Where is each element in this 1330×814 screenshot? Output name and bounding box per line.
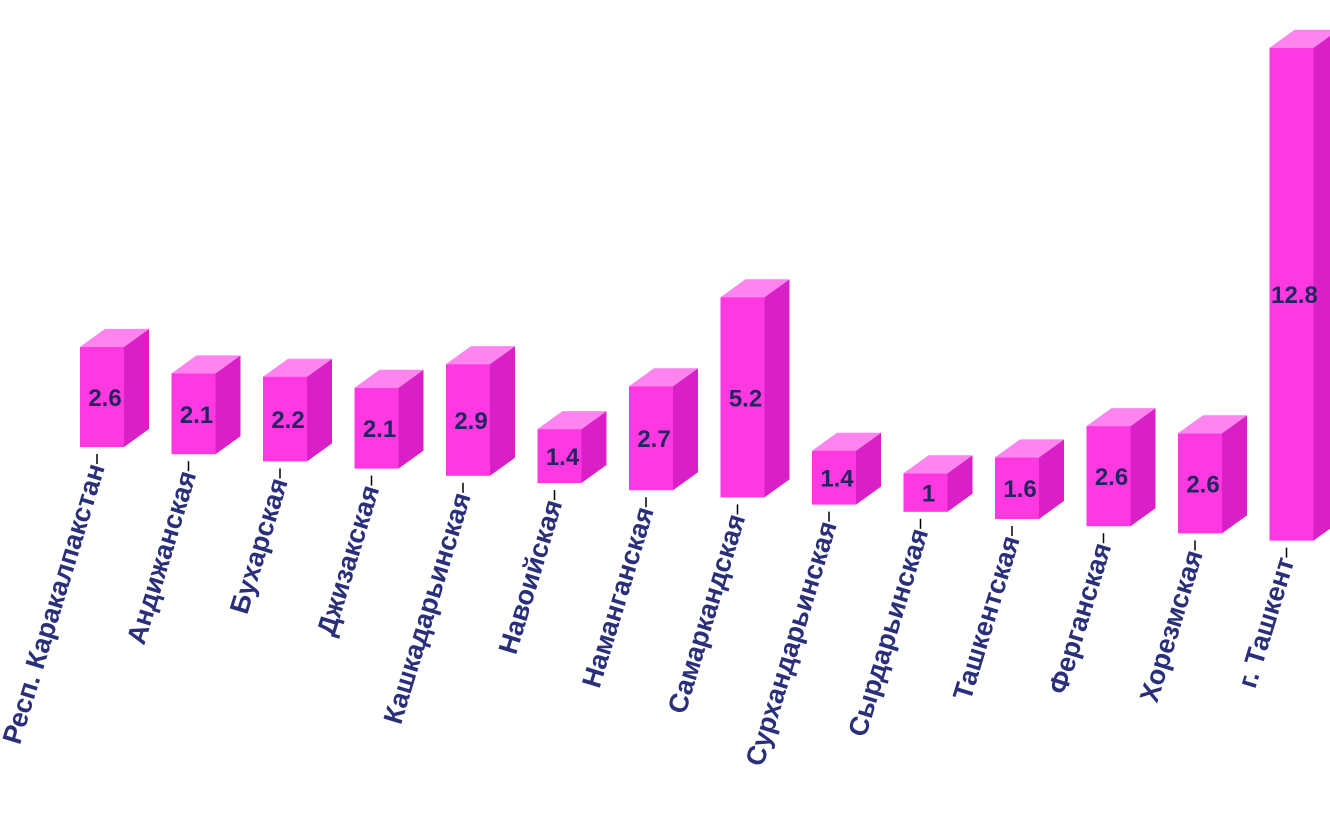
bar-front-face [263, 376, 307, 462]
bar-front-face [812, 450, 856, 505]
bar-front-face [80, 346, 124, 447]
value-label: 2.1 [180, 402, 213, 429]
category-label: Андижанская [121, 467, 202, 648]
bar [1269, 29, 1330, 541]
bar [1178, 415, 1247, 534]
category-label: Сурхандарьинская [740, 518, 843, 770]
value-label: 2.6 [1186, 471, 1219, 498]
category-label: Респ. Каракалпакстан [0, 460, 111, 747]
bar-side-face [1130, 408, 1156, 527]
bar-top-face [354, 369, 424, 388]
bar-top-face [629, 368, 698, 387]
bar-top-face [263, 358, 332, 377]
value-label: 2.7 [637, 426, 670, 453]
category-label: Самаркандская [662, 510, 751, 717]
value-label: 1.4 [820, 466, 854, 493]
bar-front-face [446, 364, 490, 476]
bar [995, 439, 1064, 519]
bar-top-face [995, 439, 1064, 458]
value-label: 2.6 [88, 385, 121, 412]
bar-top-face [720, 279, 790, 298]
bar-side-face [947, 455, 973, 512]
bar-top-face [1086, 408, 1156, 427]
bar [903, 455, 973, 512]
bar-side-face [398, 369, 424, 469]
bar-front-face [720, 297, 765, 498]
bar [537, 411, 607, 483]
category-label: Ташкентская [947, 532, 1025, 704]
bar-front-face [1086, 426, 1131, 527]
bar-side-face [1222, 415, 1247, 534]
bar-side-face [215, 355, 241, 455]
category-label: Хорезмская [1134, 546, 1209, 705]
bar-side-face [581, 411, 607, 483]
bar [80, 328, 149, 447]
bar-side-face [1039, 439, 1064, 519]
bar-side-face [124, 328, 149, 447]
bar-front-face [995, 457, 1039, 519]
bar [1086, 408, 1156, 527]
value-label: 2.6 [1095, 464, 1128, 491]
category-label: Кашкадарьинская [378, 489, 477, 728]
bar-top-face [812, 432, 881, 451]
bar [171, 355, 241, 455]
bar-side-face [764, 279, 790, 498]
bar-front-face [354, 387, 399, 469]
bar-side-face [307, 358, 332, 462]
bar-front-face [537, 429, 582, 483]
value-label: 2.2 [271, 407, 304, 434]
bar [446, 346, 515, 476]
bar-front-face [171, 373, 216, 455]
bar-top-face [903, 455, 973, 474]
value-label: 1.4 [546, 444, 580, 471]
category-label: Навоийская [493, 496, 568, 658]
bar-side-face [1313, 35, 1330, 541]
value-label: 2.9 [454, 408, 487, 435]
value-label: 1.6 [1003, 476, 1036, 503]
value-label: 1 [922, 481, 935, 508]
bar-side-face [856, 432, 881, 505]
value-label: 12.8 [1271, 282, 1318, 309]
category-label: г. Ташкент [1232, 554, 1300, 692]
category-label: Ферганская [1043, 539, 1117, 697]
category-label: Наманганская [576, 503, 659, 691]
value-label: 5.2 [729, 385, 762, 412]
bar [812, 432, 881, 505]
bar-side-face [490, 346, 515, 476]
bar-top-face [1269, 29, 1330, 48]
bar [263, 358, 332, 462]
category-label: Сырдарьинская [842, 525, 934, 740]
bar-side-face [673, 368, 698, 491]
bar-top-face [537, 411, 607, 430]
category-label: Бухарская [224, 474, 294, 617]
bar-top-face [1178, 415, 1247, 434]
bar [354, 369, 424, 469]
bar [720, 279, 790, 498]
bar-front-face [1178, 433, 1222, 534]
bar [629, 368, 698, 491]
bar-front-face [1269, 47, 1314, 541]
bar-top-face [80, 328, 149, 347]
bars-group: 2.6 2.1 2.2 2.1 2.9 1.4 2.7 5.2 1.4 1 1.6 2.6 2.6 12.… [80, 29, 1330, 541]
bar-front-face [903, 473, 948, 512]
category-label: Джизакская [311, 482, 385, 639]
ticks-group [96, 454, 1288, 558]
bar-top-face [171, 355, 241, 374]
bar-front-face [629, 386, 673, 491]
value-label: 2.1 [363, 416, 396, 443]
bar-top-face [446, 346, 515, 365]
